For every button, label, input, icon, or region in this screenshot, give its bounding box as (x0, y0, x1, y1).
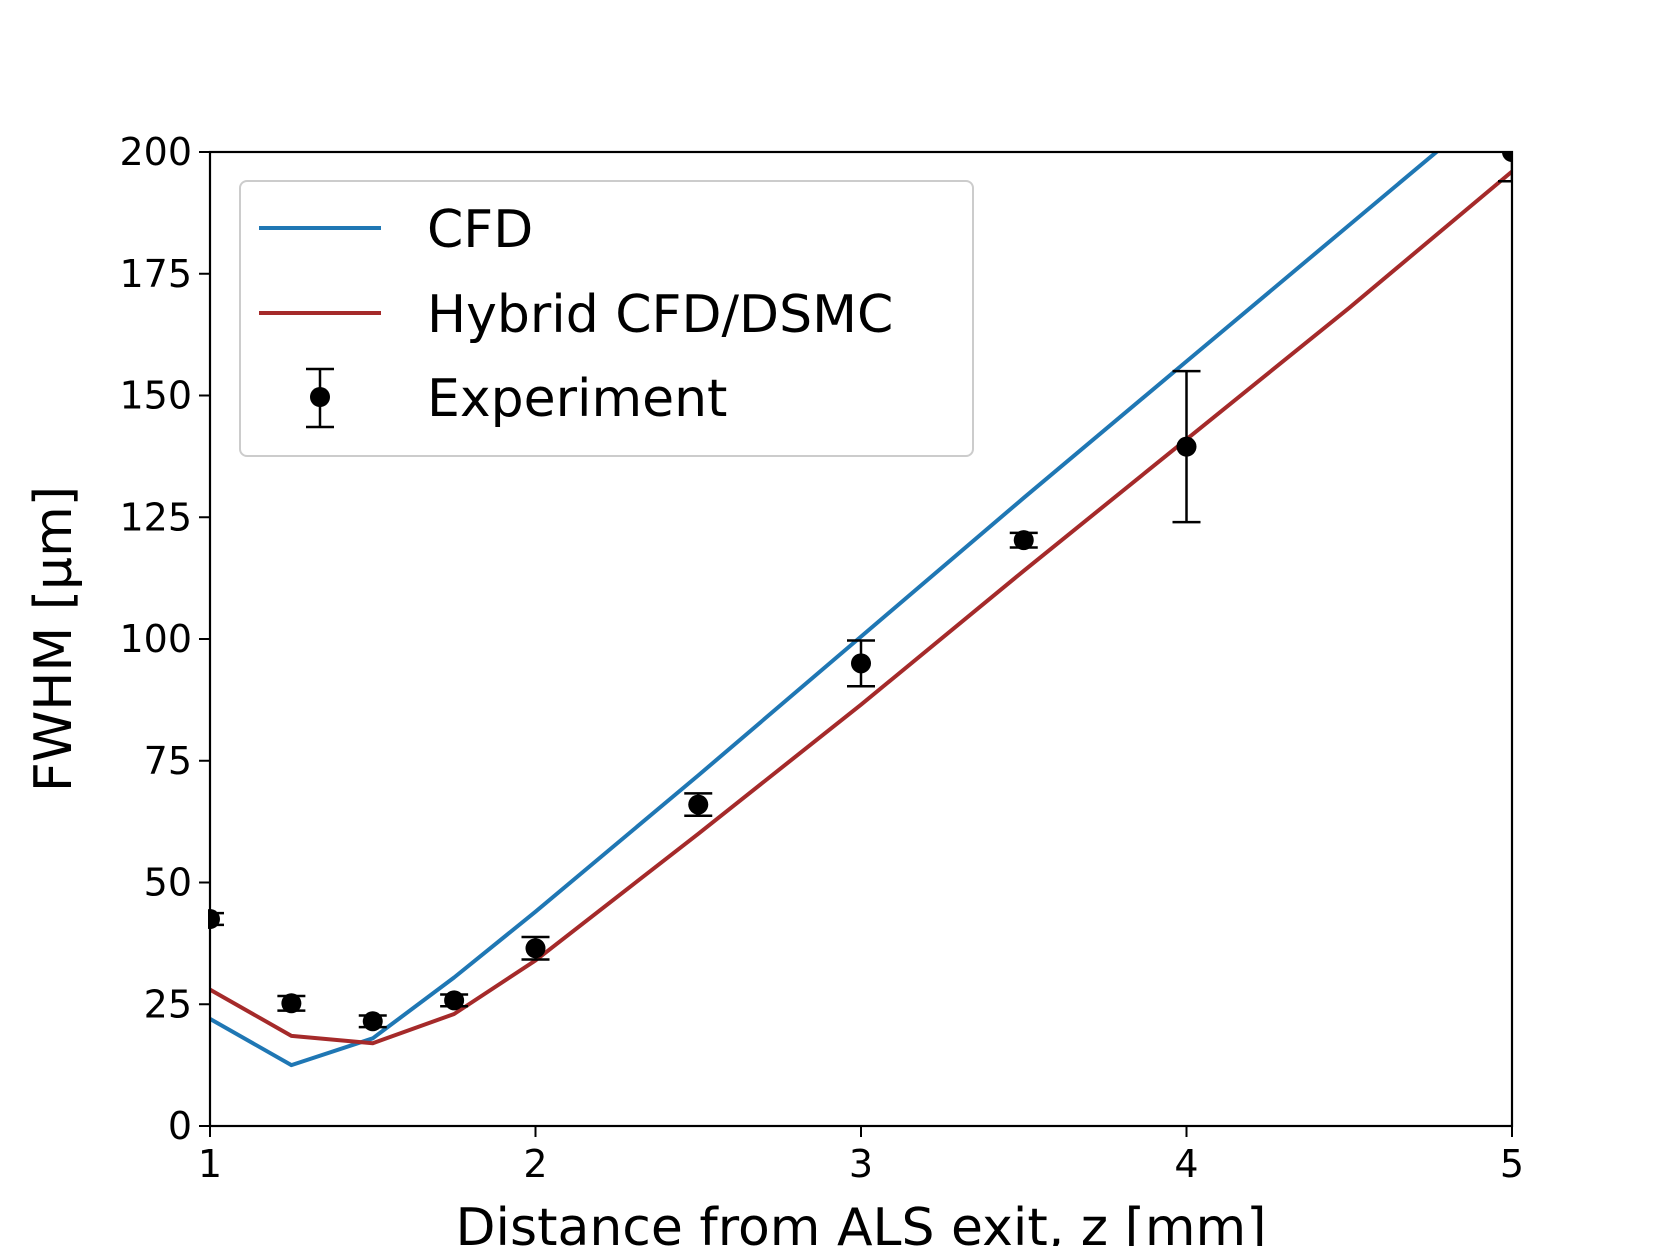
y-tick-label: 150 (119, 374, 192, 418)
y-tick-label: 25 (144, 982, 192, 1026)
y-tick-label: 100 (119, 617, 192, 661)
x-tick-label: 2 (523, 1142, 547, 1186)
legend-entry: Hybrid CFD/DSMC (259, 285, 893, 345)
experiment-point (684, 792, 713, 818)
series-line-hybrid-cfd-dsmc (209, 169, 1513, 1046)
x-tick-label: 1 (198, 1142, 222, 1186)
legend-marker (310, 387, 330, 407)
y-axis-label: FWHM [μm] (24, 486, 84, 792)
series-layer (208, 151, 1513, 1068)
experiment-point (277, 993, 306, 1014)
legend: CFD Hybrid CFD/DSMC Experiment (239, 180, 974, 457)
legend-label: Hybrid CFD/DSMC (427, 285, 893, 345)
experiment-point (521, 935, 550, 961)
data-point (851, 653, 871, 674)
legend-entry: CFD (259, 200, 533, 260)
data-point (281, 993, 302, 1014)
y-tick-label: 0 (168, 1104, 192, 1148)
x-axis-label: Distance from ALS exit, z [mm] (456, 1198, 1267, 1246)
legend-entry: Experiment (306, 367, 727, 429)
data-point (1176, 436, 1197, 457)
x-tick-label: 5 (1500, 1142, 1524, 1186)
data-point (688, 794, 709, 815)
experiment-point (1009, 530, 1038, 551)
x-tick-label: 4 (1174, 1142, 1198, 1186)
data-point (362, 1011, 383, 1032)
experiment-point (358, 1011, 387, 1032)
data-point (1013, 530, 1034, 551)
y-tick-label: 200 (119, 130, 192, 174)
experiment-point (440, 990, 469, 1011)
y-tick-label: 175 (119, 252, 192, 296)
experiment-point (1172, 369, 1201, 524)
y-tick-label: 75 (144, 739, 192, 783)
y-tick-label: 125 (119, 495, 192, 539)
x-tick-label: 3 (849, 1142, 873, 1186)
y-tick-label: 50 (144, 861, 192, 905)
data-point (444, 990, 465, 1011)
data-point (525, 938, 546, 959)
series-line-cfd (209, 151, 1441, 1068)
legend-label: CFD (427, 200, 533, 260)
legend-label: Experiment (427, 369, 727, 429)
experiment-point (847, 639, 875, 688)
legend-frame (239, 180, 974, 457)
data-point (1502, 151, 1513, 162)
